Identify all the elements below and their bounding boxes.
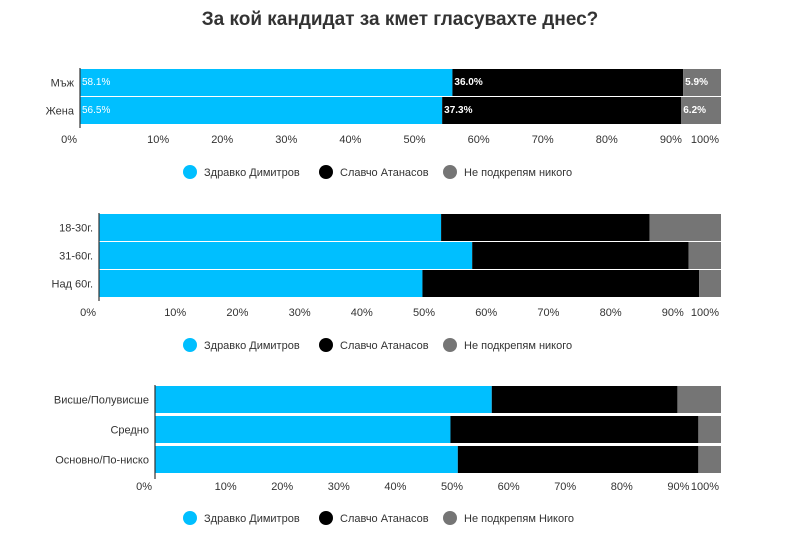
- bar-segment: [450, 416, 699, 443]
- tick-label: 40%: [384, 481, 406, 493]
- legend-marker: [443, 338, 457, 352]
- legend-marker: [319, 165, 333, 179]
- tick-label: 90%: [662, 307, 684, 319]
- tick-label: 0%: [136, 481, 152, 493]
- bar-segment: [80, 69, 453, 96]
- data-label: 37.3%: [444, 105, 472, 116]
- tick-label: 100%: [691, 307, 719, 319]
- legend-marker: [183, 338, 197, 352]
- legend-label: Не подкрепям никого: [464, 167, 572, 179]
- bar-segment: [155, 416, 451, 443]
- tick-label: 10%: [164, 307, 186, 319]
- bar-segment: [681, 97, 721, 124]
- tick-label: 100%: [691, 134, 719, 146]
- tick-label: 90%: [660, 134, 682, 146]
- legend-label: Славчо Атанасов: [340, 340, 429, 352]
- legend-label: Не подкрепям Никого: [464, 513, 574, 525]
- bar-segment: [441, 214, 650, 241]
- tick-label: 20%: [271, 481, 293, 493]
- legend-marker: [443, 165, 457, 179]
- tick-label: 40%: [351, 307, 373, 319]
- legend-label: Здравко Димитров: [204, 167, 300, 179]
- tick-label: 80%: [596, 134, 618, 146]
- category-label: Жена: [46, 106, 75, 118]
- bar-segment: [677, 386, 721, 413]
- tick-label: 10%: [215, 481, 237, 493]
- bar-segment: [649, 214, 721, 241]
- tick-label: 70%: [554, 481, 576, 493]
- data-label: 6.2%: [683, 105, 706, 116]
- category-label: Средно: [110, 425, 149, 437]
- legend-marker: [183, 511, 197, 525]
- legend-label: Славчо Атанасов: [340, 167, 429, 179]
- bar-segment: [155, 386, 492, 413]
- bar-segment: [688, 242, 721, 269]
- tick-label: 30%: [328, 481, 350, 493]
- tick-label: 100%: [691, 481, 719, 493]
- tick-label: 50%: [441, 481, 463, 493]
- category-label: Основно/По-ниско: [55, 455, 149, 467]
- data-label: 5.9%: [685, 77, 708, 88]
- bar-segment: [80, 97, 443, 124]
- category-label: Над 60г.: [52, 279, 94, 291]
- legend-label: Не подкрепям никого: [464, 340, 572, 352]
- data-label: 36.0%: [454, 77, 482, 88]
- legend-marker: [183, 165, 197, 179]
- tick-label: 60%: [475, 307, 497, 319]
- tick-label: 80%: [611, 481, 633, 493]
- category-label: 31-60г.: [59, 251, 93, 263]
- bar-segment: [99, 242, 473, 269]
- bar-segment: [99, 270, 423, 297]
- category-label: Висше/Полувисше: [54, 395, 149, 407]
- bar-segment: [491, 386, 678, 413]
- tick-label: 0%: [61, 134, 77, 146]
- legend-marker: [319, 511, 333, 525]
- tick-label: 10%: [147, 134, 169, 146]
- data-label: 56.5%: [82, 105, 110, 116]
- tick-label: 50%: [413, 307, 435, 319]
- tick-label: 70%: [532, 134, 554, 146]
- tick-label: 60%: [468, 134, 490, 146]
- tick-label: 30%: [275, 134, 297, 146]
- bar-segment: [452, 69, 684, 96]
- legend-marker: [319, 338, 333, 352]
- bar-segment: [422, 270, 700, 297]
- bar-segment: [442, 97, 682, 124]
- tick-label: 80%: [600, 307, 622, 319]
- tick-label: 0%: [80, 307, 96, 319]
- tick-label: 60%: [498, 481, 520, 493]
- tick-label: 40%: [339, 134, 361, 146]
- tick-label: 20%: [226, 307, 248, 319]
- tick-label: 20%: [211, 134, 233, 146]
- bar-segment: [472, 242, 689, 269]
- legend-marker: [443, 511, 457, 525]
- tick-label: 50%: [404, 134, 426, 146]
- category-label: Мъж: [51, 78, 75, 90]
- legend-label: Здравко Димитров: [204, 340, 300, 352]
- bar-segment: [99, 214, 442, 241]
- tick-label: 30%: [289, 307, 311, 319]
- bar-segment: [698, 416, 721, 443]
- data-label: 58.1%: [82, 77, 110, 88]
- tick-label: 70%: [537, 307, 559, 319]
- tick-label: 90%: [667, 481, 689, 493]
- bar-segment: [155, 446, 458, 473]
- bar-segment: [683, 69, 721, 96]
- chart-title: За кой кандидат за кмет гласувахте днес?: [201, 9, 599, 30]
- bar-segment: [698, 446, 721, 473]
- bar-segment: [457, 446, 699, 473]
- legend-label: Здравко Димитров: [204, 513, 300, 525]
- legend-label: Славчо Атанасов: [340, 513, 429, 525]
- bar-segment: [699, 270, 721, 297]
- category-label: 18-30г.: [59, 223, 93, 235]
